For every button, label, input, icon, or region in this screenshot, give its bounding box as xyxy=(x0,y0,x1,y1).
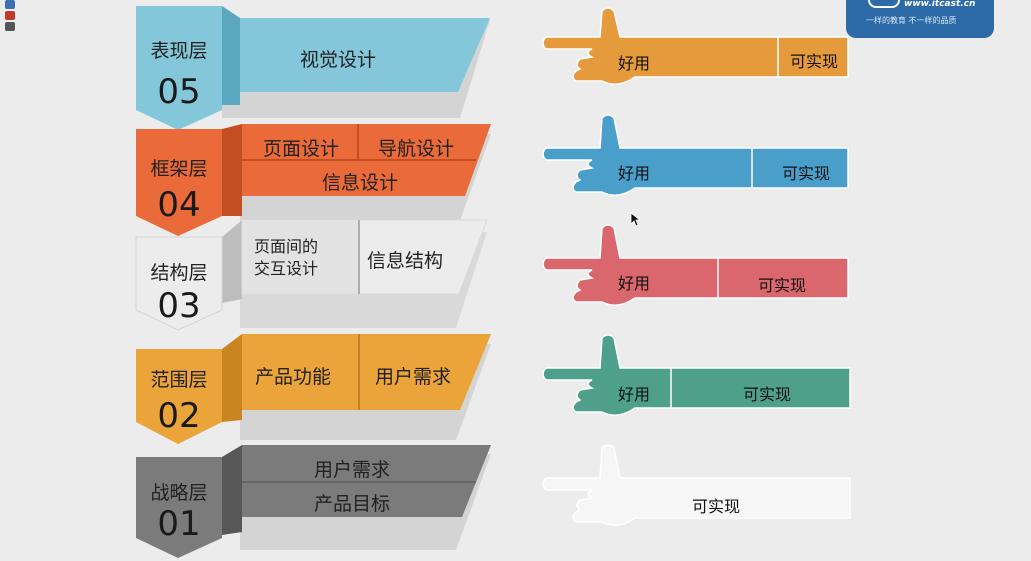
layer-name: 框架层 xyxy=(150,158,208,180)
layer-cell: 产品目标 xyxy=(314,493,391,515)
hand-right-text: 可实现 xyxy=(758,276,807,295)
window-controls xyxy=(5,0,15,33)
pointing-hand-1: 好用 可实现 xyxy=(540,5,860,95)
layer-cell: 页面间的 xyxy=(254,237,319,256)
red-dot-icon[interactable] xyxy=(5,11,15,20)
layer-cell: 产品功能 xyxy=(255,366,332,388)
logo-url: www.itcast.cn xyxy=(904,0,976,9)
layer-number: 01 xyxy=(157,504,201,544)
hand-left-text: 好用 xyxy=(618,385,651,404)
layer-name: 表现层 xyxy=(150,40,208,62)
mouse-cursor-icon xyxy=(630,212,642,227)
pointing-hand-2: 好用 可实现 xyxy=(540,112,860,202)
layer-ribbon xyxy=(136,124,491,236)
hand-left-text: 好用 xyxy=(618,274,651,293)
layer-cell: 信息结构 xyxy=(367,250,444,272)
pointing-hand-5: 可实现 xyxy=(540,442,860,532)
layer-structure: 结构层 03 页面间的 交互设计 信息结构 xyxy=(0,218,520,331)
hand-right-text: 可实现 xyxy=(692,497,741,516)
layer-presentation: 表现层 05 视觉设计 xyxy=(0,0,520,130)
hand-left-text: 好用 xyxy=(618,164,651,183)
layer-ribbon xyxy=(136,445,491,558)
hand-right-text: 可实现 xyxy=(790,52,839,71)
layer-ribbon xyxy=(136,334,491,444)
itcast-logo: www.itcast.cn 一样的教育 不一样的品质 xyxy=(846,0,994,38)
pointing-hand-icon xyxy=(542,334,851,416)
pointing-hand-icon xyxy=(542,7,849,85)
pointing-hand-icon xyxy=(542,114,849,196)
layer-cell: 交互设计 xyxy=(254,259,319,278)
layer-strategy: 战略层 01 用户需求 产品目标 xyxy=(0,440,520,558)
layer-ribbon xyxy=(135,219,488,331)
layer-ribbon xyxy=(136,6,490,130)
logo-slogan: 一样的教育 不一样的品质 xyxy=(866,16,957,25)
pointing-hand-icon xyxy=(542,444,851,526)
layer-cell: 视觉设计 xyxy=(300,49,377,71)
layer-cell: 页面设计 xyxy=(263,138,340,160)
hand-left-text: 好用 xyxy=(618,54,651,73)
blue-dot-icon[interactable] xyxy=(5,0,15,9)
logo-mark-icon xyxy=(868,0,900,8)
layer-cell: 用户需求 xyxy=(314,459,391,481)
layer-skeleton: 框架层 04 页面设计 导航设计 信息设计 xyxy=(0,110,520,236)
layer-number: 05 xyxy=(157,72,201,112)
pointing-hand-icon xyxy=(542,224,849,306)
layer-cell: 用户需求 xyxy=(375,366,452,388)
layer-cell: 信息设计 xyxy=(322,172,399,194)
pointing-hand-3: 好用 可实现 xyxy=(540,222,860,312)
layer-number: 04 xyxy=(157,185,201,225)
layer-scope: 范围层 02 产品功能 用户需求 xyxy=(0,330,520,444)
hand-right-text: 可实现 xyxy=(782,164,831,183)
layer-name: 范围层 xyxy=(150,369,208,391)
layer-number: 02 xyxy=(157,396,201,436)
layer-number: 03 xyxy=(157,286,201,326)
layer-cell: 导航设计 xyxy=(378,138,455,160)
layer-name: 战略层 xyxy=(150,482,208,504)
gray-dot-icon[interactable] xyxy=(5,22,15,31)
hand-right-text: 可实现 xyxy=(743,385,792,404)
layer-name: 结构层 xyxy=(150,262,208,284)
pointing-hand-4: 好用 可实现 xyxy=(540,332,860,422)
